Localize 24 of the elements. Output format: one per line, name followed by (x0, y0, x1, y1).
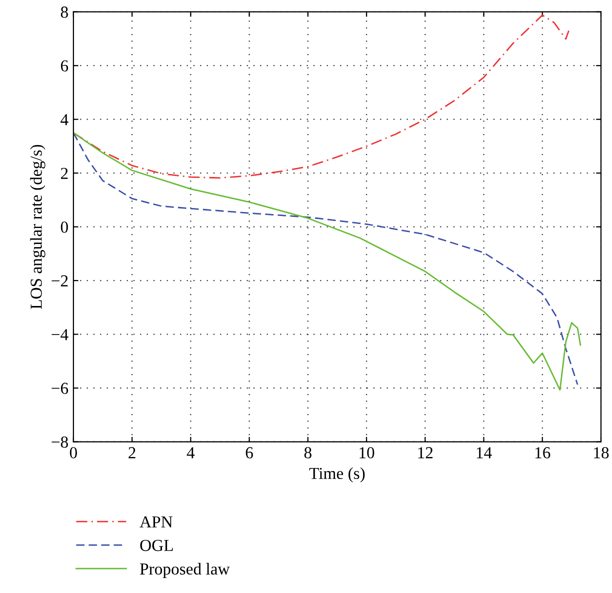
y-tick-label: 4 (60, 114, 68, 126)
y-tick-label: 0 (60, 222, 68, 233)
legend-label: OGL (140, 540, 173, 552)
y-tick-label: 8 (60, 6, 68, 18)
x-axis-title: Time (s) (309, 467, 365, 482)
x-tick-label: 10 (360, 447, 374, 458)
x-tick-label: 6 (246, 447, 253, 458)
y-tick-label: −6 (52, 382, 68, 394)
legend-label: Proposed law (140, 562, 230, 578)
x-tick-label: 2 (128, 447, 136, 458)
y-tick-label: −4 (52, 329, 68, 340)
y-tick-label: −8 (52, 436, 68, 448)
y-tick-label: 6 (60, 60, 68, 72)
y-axis-title: LOS angular rate (deg/s) (30, 144, 46, 309)
x-tick-label: 8 (304, 447, 312, 458)
x-tick-label: 0 (70, 447, 77, 458)
x-tick-label: 18 (594, 447, 609, 458)
x-tick-label: 16 (536, 447, 550, 458)
x-tick-label: 12 (418, 447, 433, 458)
y-tick-label: −2 (52, 275, 68, 286)
x-tick-label: 4 (186, 447, 195, 458)
legend-label: APN (140, 516, 172, 528)
x-tick-label: 14 (476, 447, 492, 458)
y-tick-label: 2 (60, 168, 68, 179)
